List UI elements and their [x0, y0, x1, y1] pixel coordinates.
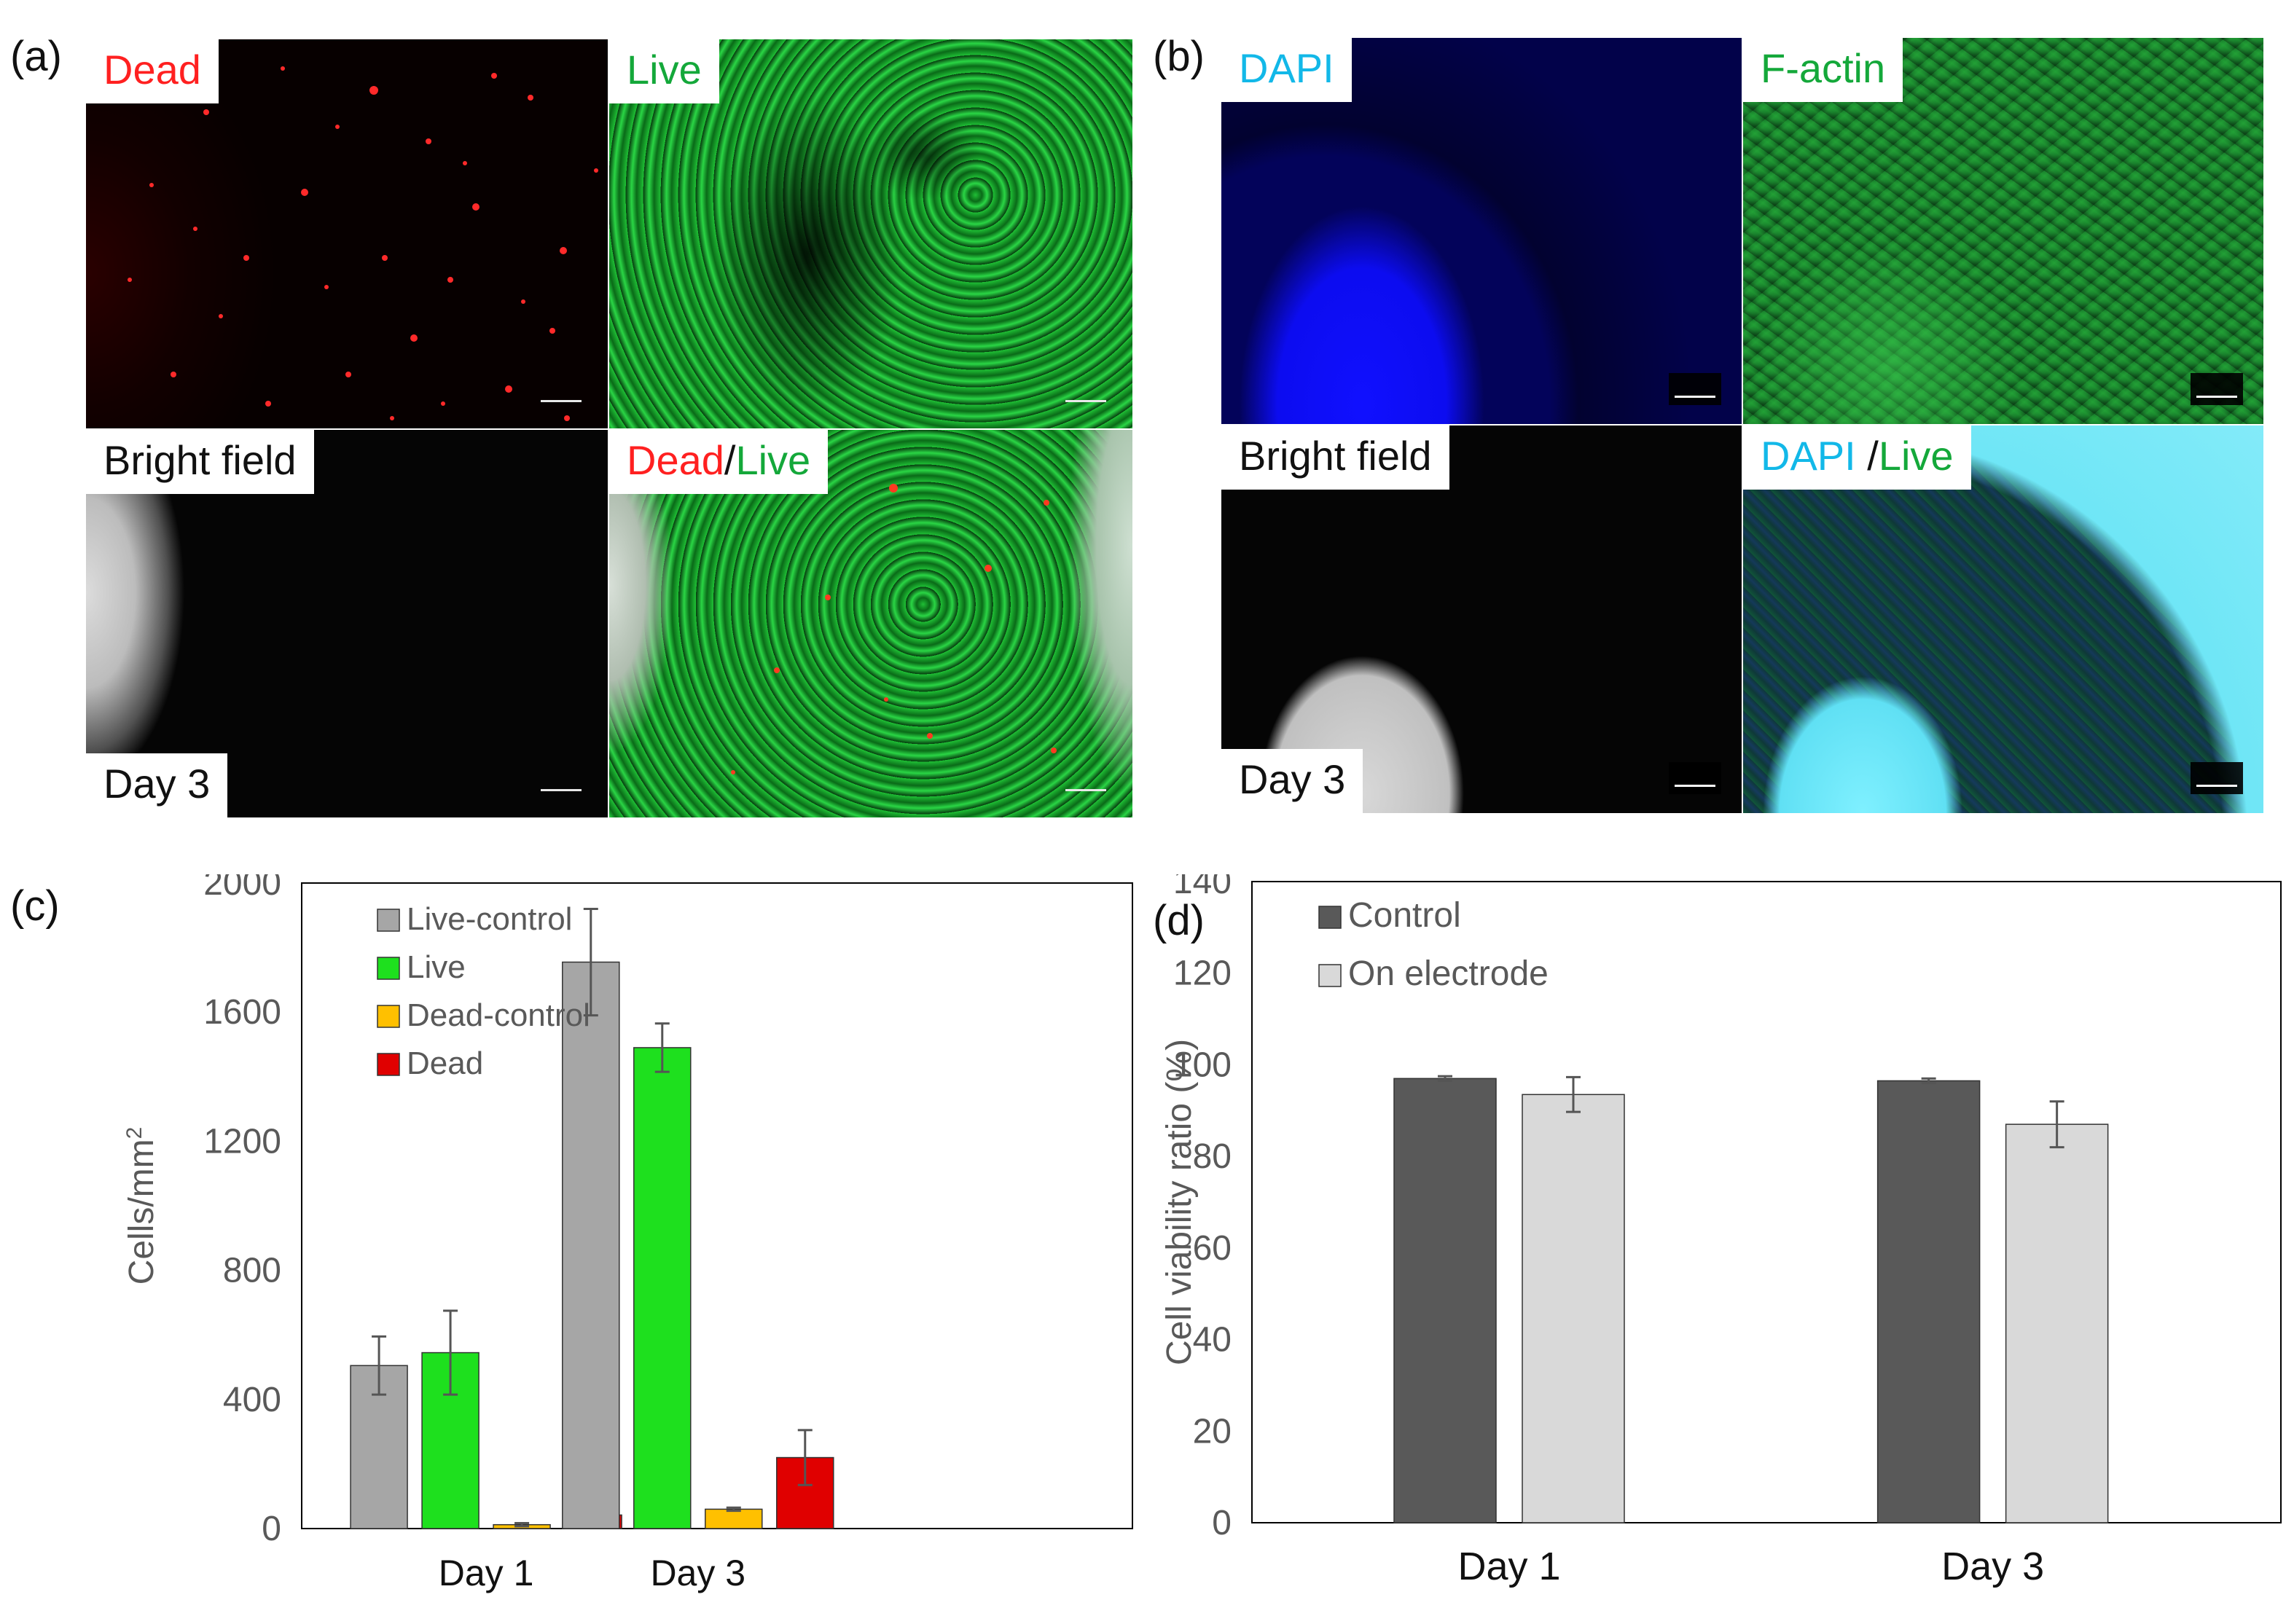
legend-label: Dead-control	[407, 997, 590, 1033]
bar	[2005, 1123, 2109, 1523]
y-axis-label-superscript: 2	[122, 1127, 146, 1139]
legend-label: Control	[1348, 896, 1461, 935]
bar	[1522, 1094, 1625, 1523]
scale-bar	[2191, 762, 2243, 794]
slash: /	[724, 437, 736, 483]
bright-field-image: Bright field Day 3	[86, 430, 608, 817]
scale-bar	[1669, 762, 1721, 794]
scale-bar	[535, 377, 587, 409]
dead-label: Dead	[86, 39, 219, 104]
day-3-label: Day 3	[86, 753, 228, 817]
legend-swatch	[377, 909, 400, 932]
dead-live-merge-image: Dead/Live	[609, 430, 1132, 817]
dead-cells-dots	[731, 484, 1057, 774]
bar	[1393, 1078, 1497, 1523]
legend-swatch	[377, 1053, 400, 1076]
dead-label-box: Dead	[86, 39, 239, 119]
y-tick-label: 0	[262, 1510, 281, 1548]
chart-d: 0 20 40 60 80 100 120 140 Cell viability ratio (…	[1160, 874, 2282, 1588]
legend-swatch	[377, 1005, 400, 1028]
dapi-image: DAPI	[1221, 38, 1742, 424]
day-3-label-b: Day 3	[1221, 748, 1363, 813]
legend-label: Live	[407, 949, 466, 985]
y-tick-label: 1600	[203, 993, 281, 1032]
bar	[1876, 1080, 1981, 1523]
y-tick-label: 80	[1193, 1137, 1232, 1176]
y-axis-label: Cell viability ratio (%)	[1160, 1039, 1199, 1365]
y-tick-label: 1200	[203, 1122, 281, 1161]
dead-live-label: Dead/Live	[609, 430, 829, 495]
y-tick-label: 60	[1193, 1229, 1232, 1268]
dapi-live-merge-image: DAPI /Live	[1743, 425, 2263, 813]
y-tick-label: 400	[223, 1381, 281, 1419]
bar	[562, 961, 620, 1529]
dapi-label: DAPI	[1221, 38, 1352, 103]
legend-swatch	[1318, 964, 1342, 987]
y-tick-label: 100	[1173, 1046, 1232, 1084]
scale-bar	[1060, 377, 1112, 409]
y-tick-label: 0	[1212, 1504, 1232, 1542]
plot-frame	[1251, 881, 2282, 1523]
live-word: Live	[1878, 433, 1954, 479]
category-label: Day 3	[1941, 1545, 2044, 1588]
scale-bar	[1060, 766, 1112, 799]
category-label: Day 1	[439, 1553, 534, 1593]
slash: /	[1867, 433, 1879, 479]
bright-field-label: Bright field	[86, 430, 314, 495]
f-actin-image: F-actin	[1743, 38, 2263, 424]
scale-bar	[1669, 373, 1721, 405]
bright-field-label-b: Bright field	[1221, 425, 1449, 490]
y-tick-label: 140	[1173, 874, 1232, 901]
f-actin-label: F-actin	[1743, 38, 1903, 103]
bar	[633, 1047, 692, 1529]
legend-swatch	[1318, 906, 1342, 929]
scale-bar	[535, 766, 587, 799]
legend-label: Live-control	[407, 901, 572, 937]
panel-b-letter: (b)	[1153, 33, 1205, 80]
chart-c: 0 400 800 1200 1600 2000 Cells/mm2 Day 1 Day 3 Li…	[122, 874, 1133, 1593]
y-tick-label: 20	[1193, 1412, 1232, 1451]
y-tick-label: 2000	[203, 874, 281, 903]
bar	[705, 1508, 763, 1529]
dead-cells-dots	[128, 66, 598, 421]
bright-field-image-b: Bright field Day 3	[1221, 425, 1742, 813]
y-tick-label: 800	[223, 1252, 281, 1290]
legend-label: On electrode	[1348, 954, 1549, 993]
dead-stain-image	[86, 39, 608, 428]
category-label: Day 1	[1457, 1545, 1560, 1588]
y-axis-label: Cells/mm2	[122, 1127, 162, 1285]
y-tick-label: 40	[1193, 1321, 1232, 1360]
dapi-word: DAPI	[1761, 433, 1868, 479]
panel-c-letter: (c)	[10, 882, 60, 930]
dead-word: Dead	[627, 437, 724, 483]
category-label: Day 3	[650, 1553, 745, 1593]
panel-d-letter: (d)	[1153, 897, 1205, 944]
scale-bar	[2191, 373, 2243, 405]
live-word: Live	[735, 437, 811, 483]
y-tick-label: 120	[1173, 954, 1232, 993]
dapi-live-label: DAPI /Live	[1743, 425, 1971, 490]
legend-label: Dead	[407, 1046, 483, 1081]
legend-swatch	[377, 957, 400, 980]
live-stain-image: Live	[609, 39, 1132, 428]
panel-a-letter: (a)	[10, 33, 62, 80]
live-label: Live	[609, 39, 719, 104]
